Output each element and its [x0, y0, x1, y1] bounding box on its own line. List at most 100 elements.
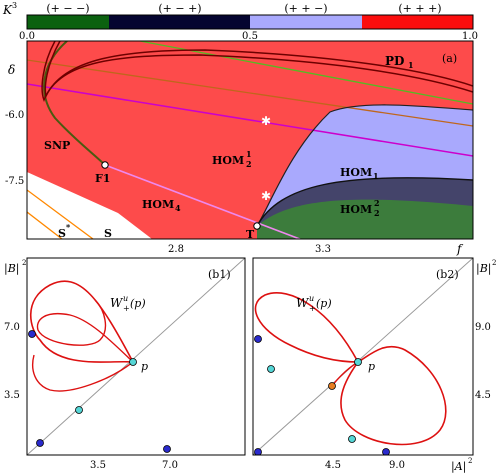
equilibrium-point: [75, 406, 83, 414]
y-axis-label: |B|: [4, 262, 20, 276]
panel-a-tag: (a): [442, 52, 457, 65]
colorbar-frame: [26, 14, 474, 30]
t-label: T: [246, 228, 255, 241]
region-green: [257, 199, 473, 239]
x-axis-label: f: [456, 242, 464, 256]
equilibrium-point: [328, 382, 336, 390]
manifold-label: W: [296, 296, 310, 310]
hom2-1-label-sub: 2: [246, 159, 252, 169]
star-marker: ✱: [261, 114, 271, 128]
equilibrium-point: [348, 435, 356, 443]
unstable-manifold-curve: [340, 345, 447, 446]
colorbar: K 3 (+ − −) (+ − +) (+ + −) (+ + +) 0.0 …: [2, 1, 478, 42]
unstable-manifold-curve: [30, 280, 134, 363]
colorbar-title-sup: 3: [12, 1, 17, 10]
f1-point: [101, 161, 109, 169]
y-tick: 3.5: [4, 390, 20, 401]
equilibrium-point: [382, 448, 390, 455]
panel-b1: (b1) W u + (p) p 7.0 3.5 3.5 7.0 |B| 2: [4, 257, 246, 471]
panel-b2: (b2) W u + (p) p 9.0 4.5 4.5 9.0 |B| 2 |…: [252, 257, 496, 473]
hom4-label: HOM: [142, 198, 174, 211]
unstable-manifold-curve: [32, 354, 134, 392]
y-tick: -6.0: [5, 110, 24, 121]
colorbar-segment-label: (+ + +): [398, 2, 441, 15]
hom2-2-label-sup: 2: [374, 198, 380, 208]
p-label: p: [141, 360, 148, 373]
colorbar-segment: [362, 15, 473, 29]
manifold-label-arg: (p): [130, 297, 146, 310]
y-axis-label: |B|: [476, 262, 492, 276]
hom2-1-curve: [256, 104, 473, 227]
hom2-2-label-sub: 2: [374, 208, 380, 218]
manifold-label-sub: +: [309, 304, 316, 313]
y-tick: 9.0: [475, 322, 491, 333]
green-curve: [139, 41, 473, 105]
panel-a-frame: [26, 40, 474, 240]
colorbar-tick: 0.0: [19, 31, 35, 42]
colorbar-segment: [250, 15, 362, 29]
equilibrium-point: [267, 365, 275, 373]
colorbar-segment: [109, 15, 250, 29]
hom2-1-label-sup: 1: [246, 149, 252, 159]
y-tick: 7.0: [4, 322, 20, 333]
equilibrium-point: [254, 448, 262, 455]
panel-a: ✱ ✱ (a) PD 1 SNP F1 HOM 4 HOM 1 2 HOM 1 …: [5, 40, 474, 256]
equilibrium-point: [254, 335, 262, 343]
magenta-curve: [27, 83, 473, 157]
x-tick: 3.3: [315, 244, 331, 255]
colorbar-segment: [27, 15, 109, 29]
y-axis-label-sup: 2: [22, 259, 26, 267]
hom2-1-label: HOM: [212, 154, 244, 167]
x-tick: 9.0: [389, 460, 405, 471]
panel-b1-tag: (b1): [208, 268, 231, 281]
hom2-2-label: HOM: [340, 203, 372, 216]
hom1-label-sub: 1: [373, 171, 379, 181]
manifold-label-arg: (p): [316, 297, 332, 310]
x-axis-label: |A|: [451, 460, 466, 473]
colorbar-title: K: [2, 3, 13, 17]
colorbar-segment-label: (+ + −): [284, 2, 327, 15]
f1-label: F1: [95, 172, 110, 185]
manifold-label-sup: u: [309, 294, 314, 303]
x-tick: 7.0: [162, 460, 178, 471]
hom4-label-sub: 4: [175, 203, 181, 213]
pd1-curve: [44, 41, 473, 99]
y-axis-label: δ: [8, 63, 15, 77]
unstable-manifold-curve: [254, 292, 359, 363]
colorbar-tick: 1.0: [462, 31, 478, 42]
s-star-label: S: [58, 227, 66, 240]
region-white: [27, 172, 152, 239]
panel-b2-frame: [252, 257, 474, 456]
hom1-curve: [256, 177, 473, 227]
equilibrium-point: [36, 439, 44, 447]
snp-label: SNP: [44, 139, 70, 152]
x-tick: 3.5: [90, 460, 106, 471]
brown-curve: [27, 59, 473, 127]
y-tick: 4.5: [475, 390, 491, 401]
p-point: [129, 358, 137, 366]
p-label: p: [368, 360, 375, 373]
t-point: [253, 222, 261, 230]
pd1-label: PD: [385, 54, 404, 68]
diagonal-line: [27, 258, 245, 455]
s-label: S: [104, 227, 112, 240]
hom1-label: HOM: [340, 166, 372, 179]
pd1-label-sub: 1: [408, 60, 414, 70]
x-tick: 4.5: [325, 460, 341, 471]
x-axis-label-sup: 2: [468, 457, 472, 465]
p-point: [354, 358, 362, 366]
s-star-label-sup: *: [66, 222, 71, 232]
manifold-label-sub: +: [123, 304, 130, 313]
panel-b1-frame: [26, 257, 246, 456]
panel-b2-tag: (b2): [436, 268, 459, 281]
manifold-label-sup: u: [123, 294, 128, 303]
y-axis-label-sup: 2: [492, 259, 496, 267]
y-tick: -7.5: [5, 176, 24, 187]
hom4-curve: [104, 164, 302, 239]
x-tick: 2.8: [168, 244, 184, 255]
colorbar-segment-label: (+ − −): [46, 2, 89, 15]
star-marker: ✱: [261, 189, 271, 203]
s-curve: [27, 211, 63, 239]
equilibrium-point: [28, 330, 36, 338]
